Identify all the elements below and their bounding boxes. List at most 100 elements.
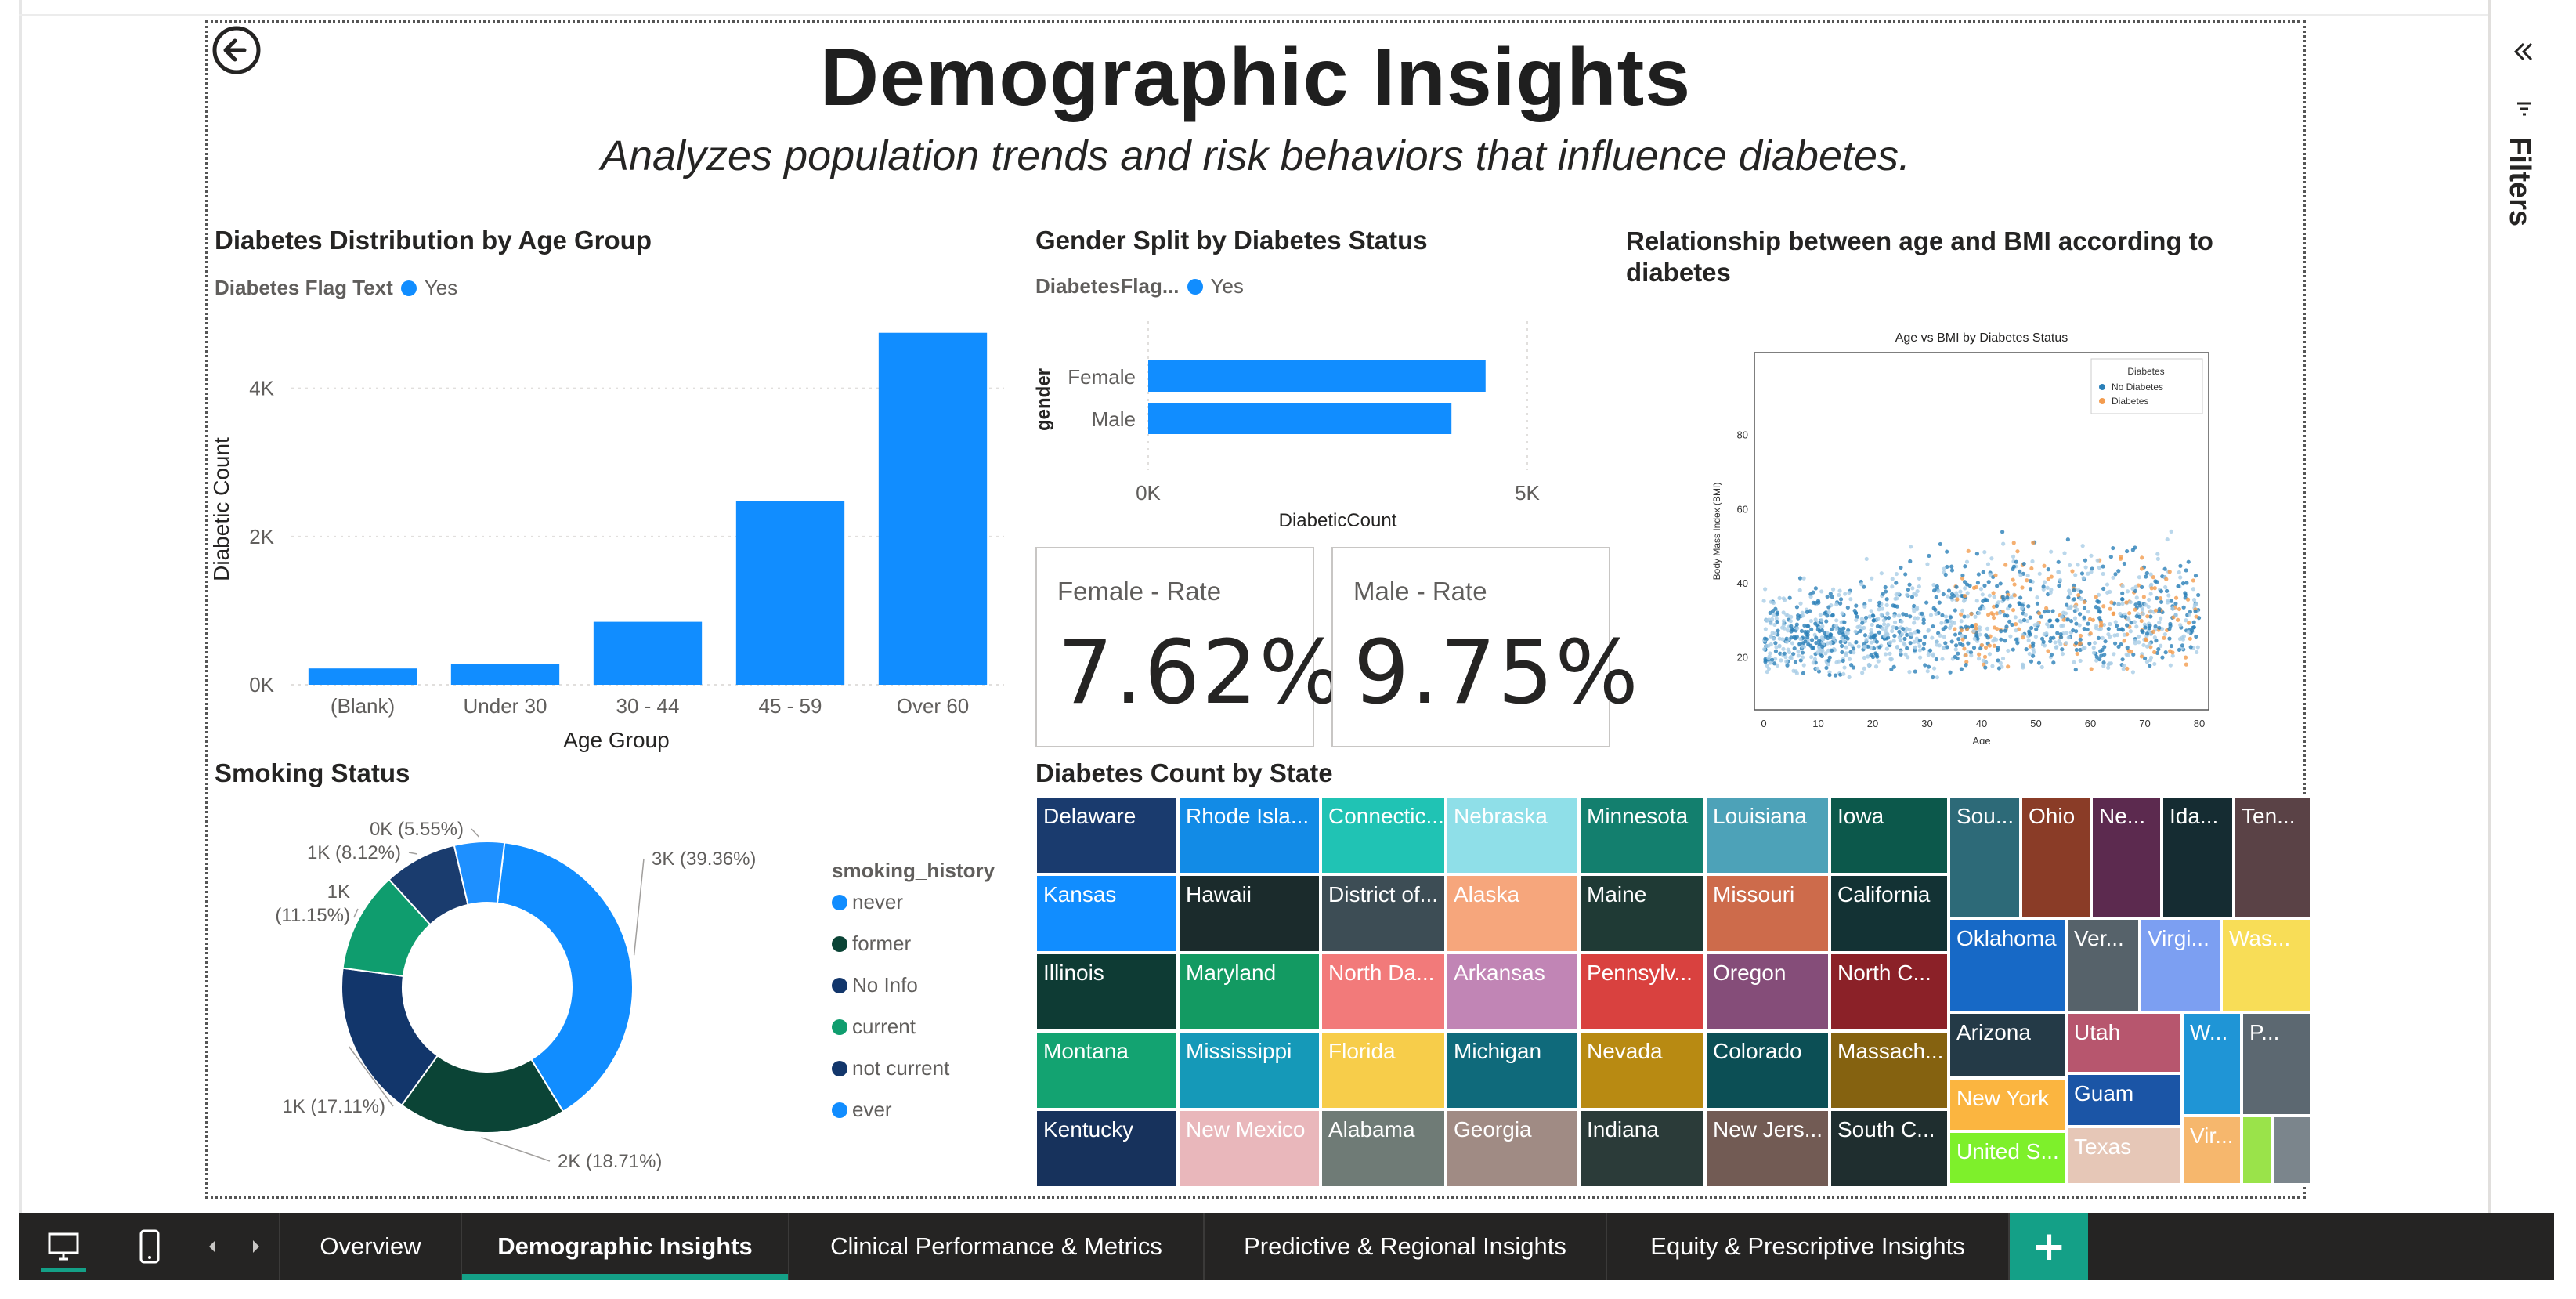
treemap-tile[interactable]: Alaska <box>1446 874 1579 953</box>
legend-item[interactable]: Yes <box>1210 274 1244 298</box>
treemap-tile[interactable]: Montana <box>1035 1031 1178 1109</box>
tab-equity-prescriptive[interactable]: Equity & Prescriptive Insights <box>1607 1213 2010 1280</box>
desktop-view-icon[interactable] <box>19 1213 108 1280</box>
treemap-tile[interactable]: Utah <box>2066 1012 2182 1073</box>
donut-slice[interactable] <box>400 1055 565 1134</box>
bar[interactable] <box>878 332 988 685</box>
treemap-tile[interactable]: Virgi... <box>2140 918 2221 1012</box>
treemap-tile[interactable]: United S... <box>1949 1131 2066 1185</box>
scatter-point <box>1901 627 1906 631</box>
treemap-tile[interactable]: Delaware <box>1035 796 1178 874</box>
tab-overview[interactable]: Overview <box>280 1213 462 1280</box>
treemap-tile[interactable]: Oregon <box>1705 953 1830 1031</box>
legend-entry[interactable]: never <box>852 890 903 914</box>
treemap-tile[interactable]: Minnesota <box>1579 796 1705 874</box>
next-page-icon[interactable] <box>233 1213 280 1280</box>
treemap-tile[interactable]: Louisiana <box>1705 796 1830 874</box>
treemap-tile[interactable]: Maine <box>1579 874 1705 953</box>
treemap-tile[interactable]: Vir... <box>2182 1116 2242 1185</box>
treemap-tile[interactable]: Hawaii <box>1178 874 1321 953</box>
treemap-tile[interactable]: Indiana <box>1579 1109 1705 1188</box>
filters-label[interactable]: Filters <box>2503 137 2536 227</box>
treemap-tile[interactable]: Arkansas <box>1446 953 1579 1031</box>
treemap-tile[interactable]: Kansas <box>1035 874 1178 953</box>
tab-demographic-insights[interactable]: Demographic Insights <box>462 1213 789 1280</box>
legend-entry[interactable]: current <box>852 1015 916 1038</box>
tab-predictive-regional[interactable]: Predictive & Regional Insights <box>1205 1213 1607 1280</box>
treemap-tile[interactable]: New Jers... <box>1705 1109 1830 1188</box>
treemap-tile[interactable]: Sou... <box>1949 796 2021 918</box>
treemap-tile[interactable]: New York <box>1949 1078 2066 1131</box>
treemap-tile[interactable]: Michigan <box>1446 1031 1579 1109</box>
tab-clinical-performance[interactable]: Clinical Performance & Metrics <box>789 1213 1205 1280</box>
add-page-button[interactable]: + <box>2010 1213 2088 1280</box>
treemap-tile[interactable]: Florida <box>1321 1031 1446 1109</box>
treemap-tile[interactable]: Iowa <box>1830 796 1949 874</box>
bar[interactable] <box>1148 403 1452 434</box>
treemap-tile[interactable]: Oklahoma <box>1949 918 2066 1012</box>
legend-entry[interactable]: not current <box>852 1056 950 1080</box>
scatter-point <box>2000 656 2006 661</box>
scatter-point <box>2125 666 2130 671</box>
back-arrow-icon[interactable] <box>210 24 263 77</box>
treemap-tile[interactable]: Ne... <box>2091 796 2162 918</box>
scatter-point <box>1830 595 1834 599</box>
treemap-tile[interactable]: Ida... <box>2162 796 2234 918</box>
treemap-tile[interactable] <box>2273 1116 2312 1185</box>
bar[interactable] <box>450 664 560 685</box>
mobile-view-icon[interactable] <box>108 1213 191 1280</box>
treemap-tile[interactable]: Was... <box>2221 918 2312 1012</box>
treemap-tile[interactable]: Ten... <box>2234 796 2312 918</box>
treemap-tile[interactable]: California <box>1830 874 1949 953</box>
treemap-tile[interactable]: South C... <box>1830 1109 1949 1188</box>
treemap-tile[interactable]: Georgia <box>1446 1109 1579 1188</box>
treemap-tile[interactable]: Kentucky <box>1035 1109 1178 1188</box>
treemap-tile[interactable]: W... <box>2182 1012 2242 1116</box>
treemap-tile[interactable]: Massach... <box>1830 1031 1949 1109</box>
treemap-tile[interactable]: Alabama <box>1321 1109 1446 1188</box>
treemap-tile[interactable]: Colorado <box>1705 1031 1830 1109</box>
treemap-tile[interactable]: Nevada <box>1579 1031 1705 1109</box>
treemap-tile[interactable]: Pennsylv... <box>1579 953 1705 1031</box>
scatter-point <box>2042 610 2047 614</box>
scatter-point <box>1811 646 1816 650</box>
treemap-tile[interactable]: Maryland <box>1178 953 1321 1031</box>
male-rate-card[interactable]: Male - Rate 9.75% <box>1331 547 1638 747</box>
bar[interactable] <box>735 501 845 685</box>
collapse-chevrons-icon[interactable] <box>2511 39 2536 64</box>
donut-slice[interactable] <box>453 841 506 906</box>
treemap-tile[interactable]: Guam <box>2066 1073 2182 1127</box>
treemap-tile[interactable]: Rhode Isla... <box>1178 796 1321 874</box>
prev-page-icon[interactable] <box>191 1213 233 1280</box>
treemap-tile[interactable]: Ohio <box>2021 796 2091 918</box>
legend-entry[interactable]: No Info <box>852 973 918 997</box>
legend-item[interactable]: Yes <box>424 276 458 299</box>
gender-bar-chart[interactable]: 0K 5K Female Male DiabeticCount gender <box>1026 313 1574 541</box>
bar[interactable] <box>1148 360 1486 392</box>
treemap-tile[interactable]: Illinois <box>1035 953 1178 1031</box>
treemap-tile[interactable]: Connectic... <box>1321 796 1446 874</box>
treemap-tile[interactable]: Texas <box>2066 1127 2182 1185</box>
treemap-tile[interactable]: Arizona <box>1949 1012 2066 1078</box>
age-bar-chart[interactable]: 0K 2K 4K (Blank) Under 30 30 - 44 45 - 59 Over … <box>205 313 1020 760</box>
legend-entry[interactable]: former <box>852 932 911 955</box>
treemap-tile[interactable]: North C... <box>1830 953 1949 1031</box>
treemap-tile[interactable]: District of... <box>1321 874 1446 953</box>
treemap-tile[interactable]: P... <box>2242 1012 2312 1116</box>
bar[interactable] <box>593 621 703 685</box>
donut-slice[interactable] <box>496 841 634 1113</box>
treemap-tile[interactable]: New Mexico <box>1178 1109 1321 1188</box>
filter-icon[interactable] <box>2514 99 2534 119</box>
treemap-tile[interactable] <box>2242 1116 2273 1185</box>
female-rate-card[interactable]: Female - Rate 7.62% <box>1035 547 1342 747</box>
bar[interactable] <box>308 668 417 685</box>
treemap-tile[interactable]: Ver... <box>2066 918 2140 1012</box>
treemap-tile[interactable]: Nebraska <box>1446 796 1579 874</box>
filters-pane[interactable] <box>2488 0 2554 1213</box>
state-treemap[interactable]: Delaware Kansas Illinois Montana Kentucky Rho… <box>1035 796 2312 1188</box>
legend-entry[interactable]: ever <box>852 1098 892 1121</box>
treemap-tile[interactable]: North Da... <box>1321 953 1446 1031</box>
smoking-donut-chart[interactable]: 3K (39.36%) 2K (18.71%) 1K (17.11%) 1K(11.1… <box>205 799 1020 1191</box>
treemap-tile[interactable]: Mississippi <box>1178 1031 1321 1109</box>
treemap-tile[interactable]: Missouri <box>1705 874 1830 953</box>
